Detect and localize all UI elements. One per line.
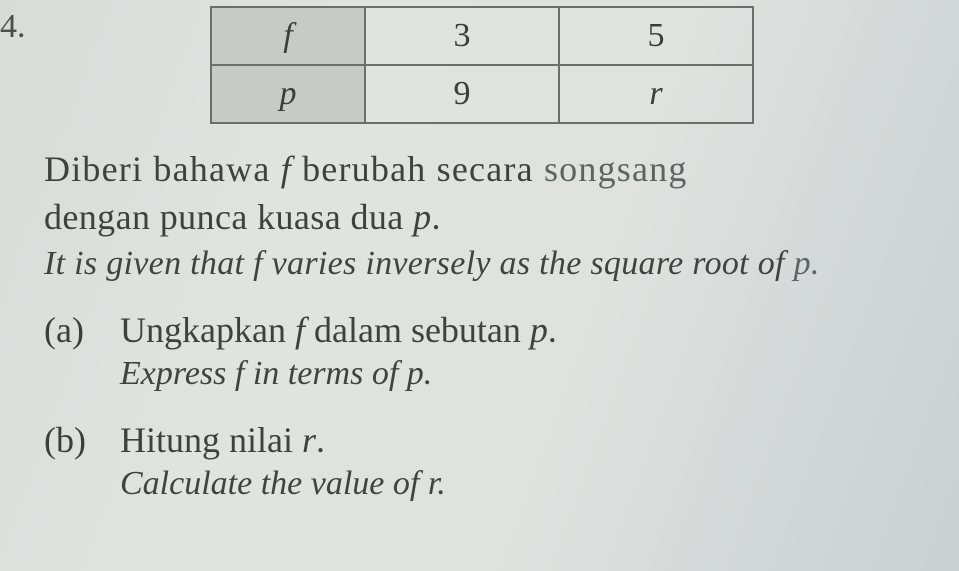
- part-label: (b): [44, 419, 120, 503]
- row-label: f: [211, 7, 365, 65]
- table-row: p 9 r: [211, 65, 753, 123]
- stem-malay-line2: dengan punca kuasa dua p.: [44, 194, 931, 242]
- stem-malay-line1: Diberi bahawa f berubah secara songsang: [44, 146, 931, 194]
- question-stem: Diberi bahawa f berubah secara songsang …: [44, 146, 931, 503]
- table-cell: 9: [365, 65, 559, 123]
- table-cell: 3: [365, 7, 559, 65]
- page: 4. f 3 5 p 9 r Diberi bahawa f berubah s…: [0, 6, 959, 503]
- part-a: (a) Ungkapkan f dalam sebutan p. Express…: [44, 309, 931, 393]
- table-row: f 3 5: [211, 7, 753, 65]
- table-cell: r: [559, 65, 753, 123]
- part-body: Ungkapkan f dalam sebutan p. Express f i…: [120, 309, 931, 393]
- row-label: p: [211, 65, 365, 123]
- data-table-wrap: f 3 5 p 9 r: [210, 6, 931, 124]
- part-b-english: Calculate the value of r.: [120, 465, 931, 503]
- part-body: Hitung nilai r. Calculate the value of r…: [120, 419, 931, 503]
- part-label: (a): [44, 309, 120, 393]
- part-b-malay: Hitung nilai r.: [120, 419, 931, 461]
- part-a-english: Express f in terms of p.: [120, 355, 931, 393]
- question-number: 4.: [0, 8, 26, 46]
- stem-english: It is given that f varies inversely as t…: [44, 245, 931, 283]
- data-table: f 3 5 p 9 r: [210, 6, 754, 124]
- part-b: (b) Hitung nilai r. Calculate the value …: [44, 419, 931, 503]
- part-a-malay: Ungkapkan f dalam sebutan p.: [120, 309, 931, 351]
- table-cell: 5: [559, 7, 753, 65]
